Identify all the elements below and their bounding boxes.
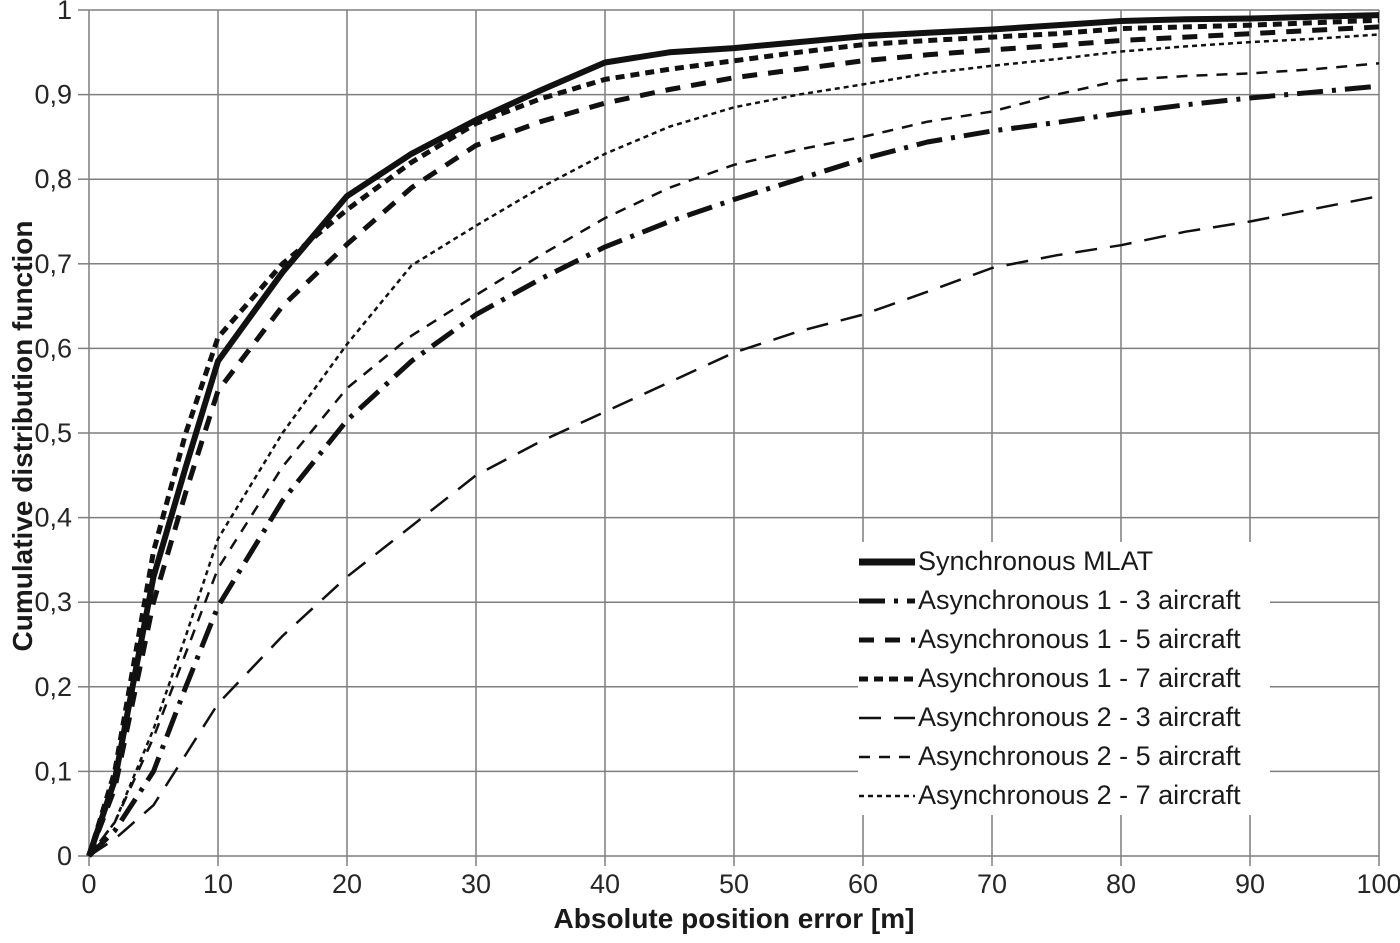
legend-key-line-icon [859, 716, 915, 719]
series-line [86, 24, 1380, 857]
y-tick-label: 0,5 [34, 418, 72, 448]
x-tick-label: 70 [977, 869, 1007, 899]
series-line [86, 17, 1380, 857]
legend-item-async2-7: Asynchronous 2 - 7 aircraft [858, 776, 1270, 815]
x-tick-label: 50 [719, 869, 749, 899]
legend-key-line-icon [859, 794, 915, 797]
x-tick-label: 100 [1356, 869, 1400, 899]
legend-key-line-icon [859, 676, 915, 681]
x-tick-label: 40 [590, 869, 620, 899]
x-tick-label: 90 [1235, 869, 1265, 899]
y-tick-label: 0,8 [34, 164, 72, 194]
series-line [88, 62, 1380, 857]
x-tick-label: 60 [848, 869, 878, 899]
y-tick-label: 0,9 [34, 80, 72, 110]
x-tick-label: 80 [1106, 869, 1136, 899]
series-line [88, 33, 1380, 857]
y-tick-label: 1 [57, 0, 72, 25]
x-tick-label: 10 [203, 869, 233, 899]
legend-key-line-icon [859, 755, 915, 758]
series-line [88, 194, 1380, 858]
x-tick-label: 30 [461, 869, 491, 899]
x-axis-title: Absolute position error [m] [553, 903, 915, 934]
y-tick-label: 0 [57, 841, 72, 871]
x-tick-label: 20 [332, 869, 362, 899]
series-line [87, 83, 1380, 858]
legend-key-line-icon [859, 598, 915, 603]
legend-label: Synchronous MLAT [918, 546, 1154, 576]
legend-item-async2-5: Asynchronous 2 - 5 aircraft [858, 737, 1270, 776]
series-line [86, 12, 1380, 857]
y-tick-label: 0,1 [34, 756, 72, 786]
y-tick-label: 0,3 [34, 587, 72, 617]
y-tick-label: 0,6 [34, 333, 72, 363]
legend-item-async1-3: Asynchronous 1 - 3 aircraft [858, 581, 1270, 620]
legend-item-async1-5: Asynchronous 1 - 5 aircraft [858, 620, 1270, 659]
y-tick-label: 0,7 [34, 249, 72, 279]
y-tick-label: 0,2 [34, 672, 72, 702]
legend-key-line-icon [859, 637, 915, 642]
legend-label: Asynchronous 2 - 5 aircraft [918, 741, 1241, 771]
legend-item-synchronous-mlat: Synchronous MLAT [858, 542, 1270, 581]
legend-label: Asynchronous 2 - 3 aircraft [918, 702, 1241, 732]
y-axis-title: Cumulative distribution function [7, 220, 38, 652]
legend-label: Asynchronous 1 - 7 aircraft [918, 663, 1241, 693]
legend-label: Asynchronous 2 - 7 aircraft [918, 780, 1241, 810]
legend-label: Asynchronous 1 - 5 aircraft [918, 624, 1241, 654]
y-tick-label: 0,4 [34, 503, 72, 533]
x-tick-label: 0 [81, 869, 96, 899]
legend-item-async1-7: Asynchronous 1 - 7 aircraft [858, 659, 1270, 698]
legend: Synchronous MLAT Asynchronous 1 - 3 airc… [858, 542, 1270, 815]
legend-label: Asynchronous 1 - 3 aircraft [918, 585, 1241, 615]
legend-item-async2-3: Asynchronous 2 - 3 aircraft [858, 698, 1270, 737]
legend-key-line-icon [859, 558, 915, 565]
